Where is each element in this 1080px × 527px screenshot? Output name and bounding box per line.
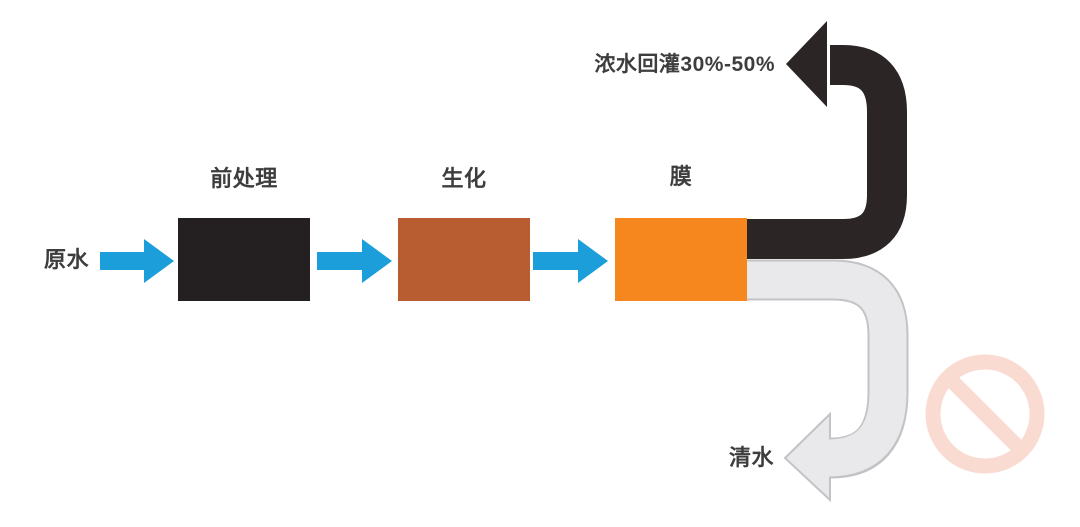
clean-water-label: 清水: [729, 445, 775, 470]
membrane-label: 膜: [669, 164, 693, 189]
feed-arrow-icon: [533, 239, 608, 283]
raw-water-label: 原水: [44, 247, 90, 272]
clean-water-arrowhead-icon: [783, 411, 831, 503]
membrane-box: [615, 218, 747, 301]
biochemical-box: [398, 218, 530, 301]
concentrate-recycle-label: 浓水回灌30%-50%: [594, 53, 775, 76]
feed-arrows: [100, 239, 608, 283]
clean-water-flow-band: [747, 259, 909, 503]
pretreatment-label: 前处理: [210, 166, 278, 191]
biochemical-label: 生化: [441, 166, 487, 191]
concentrate-arrowhead-icon: [786, 21, 827, 107]
pretreatment-box: [178, 218, 310, 301]
feed-arrow-icon: [100, 239, 174, 283]
feed-arrow-icon: [317, 239, 392, 283]
prohibition-icon: [925, 354, 1045, 474]
concentrate-flow-band: [747, 21, 907, 259]
